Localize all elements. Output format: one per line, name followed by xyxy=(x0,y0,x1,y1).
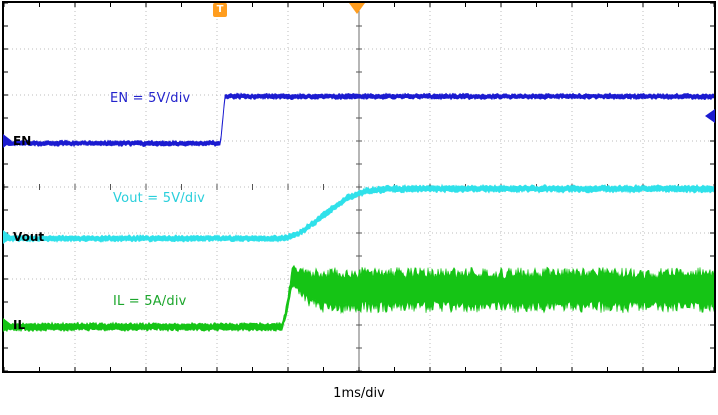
trigger-position-arrow-icon xyxy=(349,3,365,14)
il-channel-arrow-icon xyxy=(3,318,12,332)
vout-channel-tag: Vout xyxy=(3,230,44,244)
en-trace-label: EN = 5V/div xyxy=(110,91,191,106)
en-channel-name: EN xyxy=(13,134,32,148)
vout-channel-name: Vout xyxy=(13,230,45,244)
en-channel-tag: EN xyxy=(3,134,31,148)
vout-channel-arrow-icon xyxy=(3,230,12,244)
il-channel-tag: IL xyxy=(3,318,25,332)
trigger-level-arrow-icon xyxy=(705,109,715,123)
en-channel-arrow-icon xyxy=(3,134,12,148)
waveform-plot xyxy=(4,3,714,371)
il-channel-name: IL xyxy=(13,318,26,332)
timebase-label: 1ms/div xyxy=(333,386,385,401)
trigger-time-flag-icon: T xyxy=(213,3,227,17)
il-trace-label: IL = 5A/div xyxy=(113,294,187,309)
scope-graticule xyxy=(2,1,716,373)
vout-trace-label: Vout = 5V/div xyxy=(113,191,206,206)
